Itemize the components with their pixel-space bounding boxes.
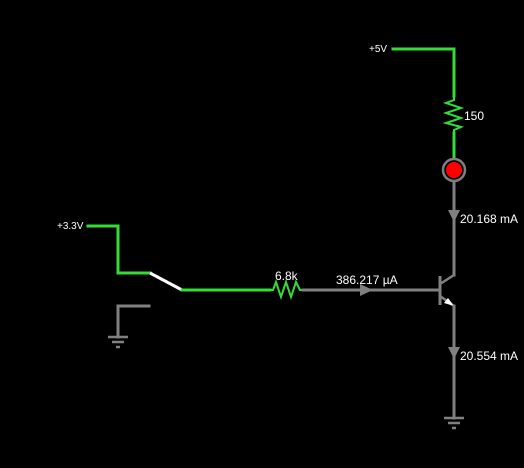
transistor-collector-lead bbox=[439, 273, 455, 286]
base-current-arrow-icon bbox=[360, 284, 373, 296]
emitter-current-arrow-icon bbox=[448, 347, 460, 359]
resistor-zigzag-icon bbox=[270, 278, 303, 301]
transistor bbox=[438, 273, 455, 308]
collector-resistor: 150 bbox=[442, 96, 484, 133]
supply-3v3: +3.3V bbox=[57, 221, 152, 275]
resistor-zigzag-icon bbox=[442, 96, 465, 133]
led-icon bbox=[446, 162, 462, 178]
emitter-arrow-icon bbox=[444, 298, 454, 306]
emitter-branch: 20.554 mA bbox=[444, 304, 518, 430]
base-resistor: 6.8k bbox=[270, 269, 303, 301]
emitter-current-label: 20.554 mA bbox=[460, 349, 518, 363]
base-branch: 386.217 µA bbox=[301, 273, 440, 296]
led bbox=[441, 157, 467, 183]
collector-current-arrow-icon bbox=[448, 210, 460, 222]
base-current-label: 386.217 µA bbox=[336, 273, 398, 287]
collector-branch: 20.168 mA bbox=[448, 180, 518, 277]
resistor-150-value: 150 bbox=[464, 109, 484, 123]
switch-ground-branch bbox=[108, 304, 151, 349]
label-5v: +5V bbox=[369, 44, 387, 55]
switch[interactable] bbox=[149, 271, 183, 292]
resistor-6k8-value: 6.8k bbox=[275, 269, 299, 283]
supply-5v: +5V bbox=[369, 44, 456, 98]
label-3v3: +3.3V bbox=[57, 221, 84, 232]
collector-current-label: 20.168 mA bbox=[460, 212, 518, 226]
switch-icon[interactable] bbox=[149, 271, 183, 292]
ground-icon bbox=[444, 416, 464, 430]
ground-icon bbox=[108, 335, 128, 349]
